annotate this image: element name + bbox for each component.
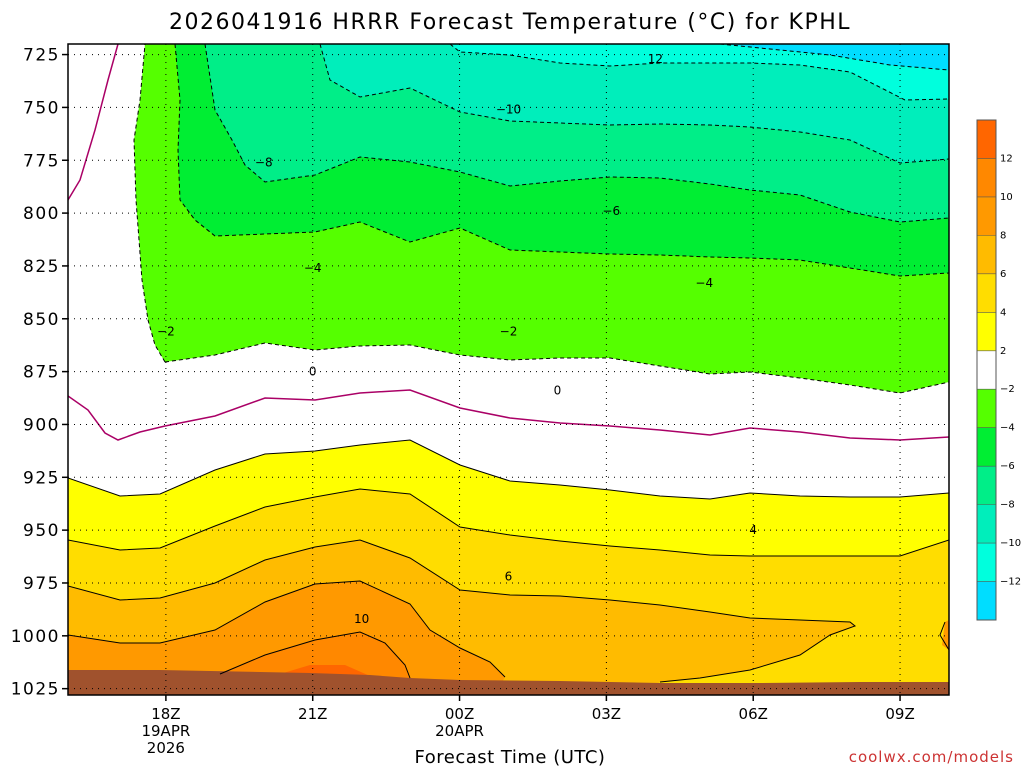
colorbar-tick-label: 6 — [1000, 269, 1006, 280]
contour-label: 4 — [749, 523, 757, 537]
x-tick-label: 00Z — [445, 705, 474, 723]
band-seafoam — [230, 44, 949, 163]
colorbar-swatch — [977, 504, 996, 544]
band-aqua — [420, 44, 949, 100]
colorbar-tick-label: −8 — [1000, 500, 1015, 511]
site-credit: coolwx.com/models — [849, 748, 1014, 766]
x-tick-label: 21Z — [298, 705, 327, 723]
contour-4 — [68, 488, 949, 557]
plot-frame — [67, 43, 950, 696]
colorbar-tick-label: 8 — [1000, 230, 1006, 241]
x-tick-label: 19APR — [141, 722, 190, 740]
y-tick-label: 875 — [23, 363, 60, 383]
colorbar-tick-label: −12 — [1000, 577, 1021, 588]
contour-10 — [219, 631, 411, 679]
colorbar-swatch — [977, 581, 996, 621]
colorbar-tick-label: −2 — [1000, 384, 1015, 395]
contour-minus-10 — [449, 44, 949, 101]
contour-6 — [68, 539, 857, 683]
colorbar-swatch — [977, 196, 996, 236]
colorbar-swatch — [977, 350, 996, 390]
x-tick-label: 2026 — [147, 739, 185, 757]
contour-label: 6 — [505, 570, 513, 584]
y-tick-label: 950 — [23, 521, 60, 541]
contour-minus-12 — [719, 44, 949, 71]
contour-minus-8 — [319, 44, 949, 164]
colorbar: 12 10 8 6 4 2 −2 −4 −6 −8 −10 −12 — [976, 119, 1021, 621]
colorbar-swatch — [977, 427, 996, 467]
contour-label: 10 — [354, 612, 369, 626]
colorbar-frame — [976, 119, 997, 621]
colorbar-tick-label: 2 — [1000, 346, 1006, 357]
contour-label: −2 — [500, 324, 518, 338]
y-tick-label: 800 — [23, 204, 60, 224]
contour-label: 12 — [648, 52, 663, 66]
x-tick-label: 20APR — [435, 722, 484, 740]
colorbar-swatch — [977, 466, 996, 506]
x-axis-label: Forecast Time (UTC) — [415, 747, 606, 768]
colorbar-swatch — [977, 389, 996, 429]
contour-minus-4 — [174, 44, 949, 277]
y-tick-label: 850 — [23, 310, 60, 330]
colorbar-swatch — [977, 543, 996, 583]
zero-isotherm — [68, 44, 949, 441]
y-tick-label: 975 — [23, 574, 60, 594]
x-tick-label: 03Z — [592, 705, 621, 723]
colorbar-tick-label: 12 — [1000, 153, 1013, 164]
contour-minus-6 — [204, 44, 949, 223]
colorbar-tick-label: 10 — [1000, 192, 1013, 203]
y-tick-label: 775 — [23, 151, 60, 171]
contour-minus-2 — [133, 44, 949, 394]
colorbar-swatch — [977, 235, 996, 275]
contour-label: −8 — [255, 155, 273, 169]
chart-title: 2026041916 HRRR Forecast Temperature (°C… — [169, 10, 851, 35]
x-tick-label: 18Z — [151, 705, 180, 723]
colorbar-swatch — [977, 158, 996, 198]
x-tick-label: 09Z — [885, 705, 914, 723]
zero-line-lower — [68, 389, 949, 441]
y-tick-label: 725 — [23, 46, 60, 66]
contour-label: −2 — [157, 324, 175, 338]
y-tick-label: 1000 — [11, 627, 60, 647]
x-tick-label: 06Z — [739, 705, 768, 723]
colorbar-swatch — [977, 120, 996, 159]
colorbar-tick-label: −10 — [1000, 538, 1021, 549]
contour-label: −4 — [695, 276, 713, 290]
contour-lines — [68, 44, 949, 683]
band-cyan — [620, 44, 949, 70]
colorbar-tick-label: 4 — [1000, 307, 1006, 318]
contour-label: −10 — [496, 103, 521, 117]
y-tick-label: 900 — [23, 415, 60, 435]
contour-label: 0 — [554, 384, 562, 398]
colorbar-swatch — [977, 312, 996, 352]
zero-line-upper — [68, 44, 119, 201]
contour-2 — [68, 439, 949, 500]
y-tick-label: 925 — [23, 468, 60, 488]
contour-label: 0 — [309, 365, 317, 379]
contour-8 — [68, 580, 949, 678]
colorbar-tick-label: −6 — [1000, 461, 1015, 472]
colorbar-swatch — [977, 273, 996, 313]
y-tick-label: 750 — [23, 98, 60, 118]
y-axis-ticks: 725 750 775 800 825 850 875 900 925 950 975 1000 102… — [11, 46, 68, 700]
y-tick-label: 1025 — [11, 680, 60, 700]
band-orange-light-right — [942, 620, 949, 650]
colorbar-tick-label: −4 — [1000, 423, 1015, 434]
contour-label-layer: 12 −10 −8 −6 −4 −4 −2 −2 0 0 4 6 10 — [157, 52, 757, 626]
contour-label: −6 — [602, 204, 620, 218]
contour-fill-layer — [68, 44, 949, 695]
contour-label: −4 — [304, 261, 322, 275]
y-tick-label: 825 — [23, 257, 60, 277]
grid-lines — [68, 44, 949, 695]
